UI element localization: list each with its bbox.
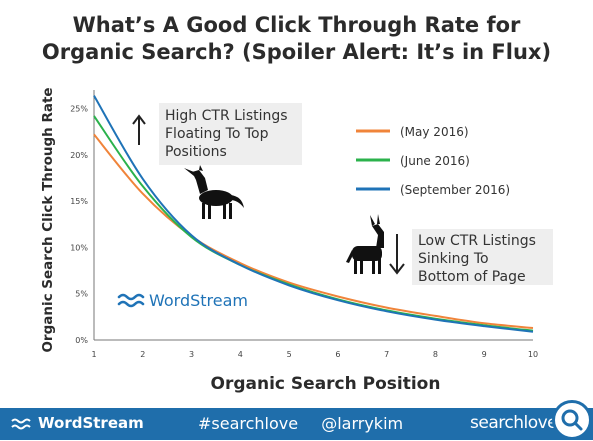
x-tick-label: 6 (335, 350, 340, 359)
y-tick-label: 15% (70, 197, 88, 206)
legend-label: (September 2016) (400, 183, 510, 197)
title-line-2: Organic Search? (Spoiler Alert: It’s in … (41, 40, 552, 64)
down-arrow-icon (389, 234, 405, 275)
searchlove-search-icon (552, 400, 592, 440)
x-tick-label: 7 (384, 350, 389, 359)
y-tick-label: 0% (75, 336, 88, 345)
footer-bar: WordStream #searchlove @larrykim searchl… (0, 400, 593, 440)
low-ctr-line-3: Bottom of Page (418, 269, 526, 285)
x-tick-label: 2 (140, 350, 145, 359)
y-tick-labels: 0% 5% 10% 15% 20% 25% (70, 105, 88, 345)
high-ctr-line-2: Floating To Top (165, 126, 269, 142)
unicorn-icon (184, 165, 244, 219)
footer-brand-text: WordStream (38, 414, 144, 432)
searchlove-logo-text: searchlove (470, 413, 558, 433)
chart-series (93, 95, 534, 333)
watermark-text: WordStream (149, 291, 248, 310)
series-line (93, 133, 534, 329)
y-tick-label: 5% (75, 290, 88, 299)
x-tick-label: 1 (91, 350, 96, 359)
footer-tags: #searchlove @larrykim (198, 414, 421, 433)
high-ctr-line-1: High CTR Listings (165, 108, 288, 124)
y-tick-label: 10% (70, 243, 88, 252)
footer-hashtag: #searchlove (198, 414, 299, 433)
series-line (93, 95, 534, 333)
x-tick-labels: 1 2 3 4 5 6 7 8 9 10 (91, 350, 538, 359)
x-tick-label: 5 (287, 350, 292, 359)
x-tick-label: 10 (528, 350, 538, 359)
footer-brand: WordStream (10, 414, 144, 432)
x-tick-label: 3 (189, 350, 194, 359)
chart-axes (93, 90, 533, 341)
high-ctr-line-3: Positions (165, 144, 227, 160)
chart-title: What’s A Good Click Through Rate for Org… (0, 12, 593, 66)
chart-legend: (May 2016) (June 2016) (September 2016) (356, 125, 510, 197)
ctr-chart: 0% 5% 10% 15% 20% 25% 1 2 3 4 5 6 7 8 9 10 Organic Sea… (40, 87, 553, 394)
low-ctr-line-2: Sinking To (418, 251, 489, 267)
low-ctr-line-1: Low CTR Listings (418, 233, 536, 249)
title-line-1: What’s A Good Click Through Rate for (72, 13, 521, 37)
wordstream-logo-icon (11, 418, 31, 430)
donkey-icon (346, 214, 384, 274)
legend-label: (May 2016) (400, 125, 469, 139)
legend-label: (June 2016) (400, 154, 470, 168)
low-ctr-annotation: Low CTR Listings Sinking To Bottom of Pa… (389, 229, 553, 285)
y-tick-label: 25% (70, 105, 88, 114)
high-ctr-annotation: High CTR Listings Floating To Top Positi… (132, 103, 302, 165)
wordstream-watermark: WordStream (117, 291, 248, 310)
y-axis-label: Organic Search Click Through Rate (40, 87, 56, 352)
x-tick-label: 4 (238, 350, 243, 359)
footer-handle: @larrykim (321, 414, 404, 433)
x-tick-label: 8 (433, 350, 438, 359)
wordstream-wave-icon (117, 293, 145, 308)
up-arrow-icon (132, 114, 146, 145)
x-axis-label: Organic Search Position (211, 374, 441, 394)
y-tick-label: 20% (70, 151, 88, 160)
x-tick-label: 9 (482, 350, 487, 359)
